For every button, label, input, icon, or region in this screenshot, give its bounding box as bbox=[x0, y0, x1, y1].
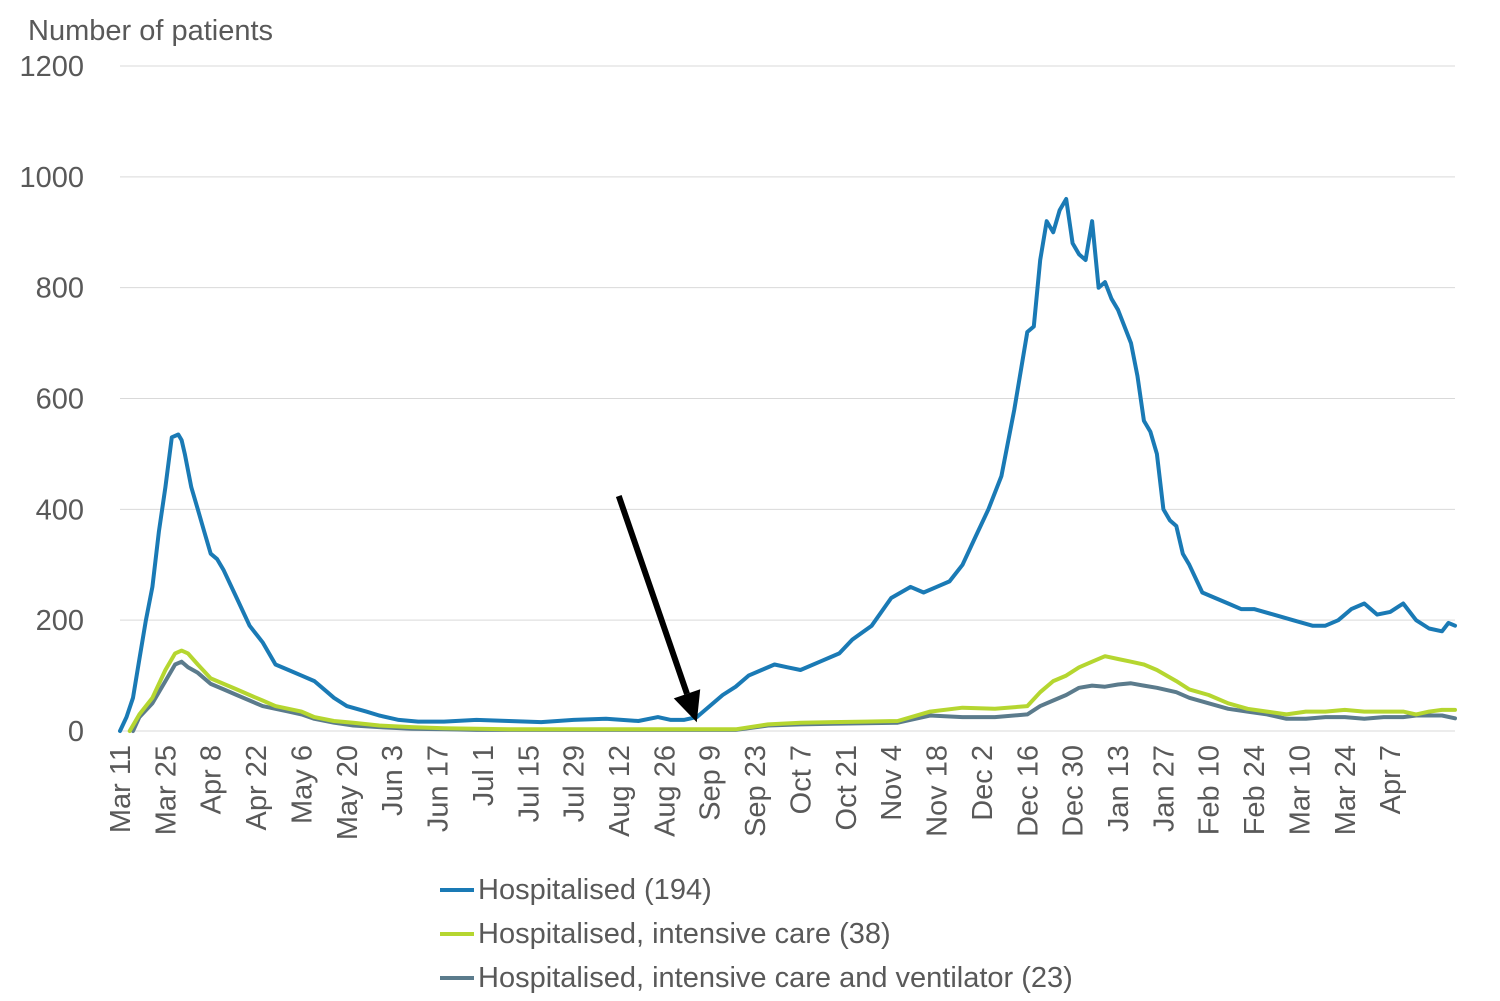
legend-swatch bbox=[440, 976, 474, 980]
arrow-head bbox=[673, 689, 701, 723]
x-tick-label: Jul 15 bbox=[513, 745, 545, 822]
x-tick-label: Jan 27 bbox=[1148, 745, 1180, 832]
legend-label: Hospitalised, intensive care and ventila… bbox=[478, 961, 1073, 994]
x-tick-label: Oct 7 bbox=[785, 745, 817, 814]
x-tick-label: Apr 7 bbox=[1375, 745, 1407, 814]
y-tick-label: 200 bbox=[36, 605, 84, 637]
x-tick-label: Dec 2 bbox=[967, 745, 999, 821]
arrow-shaft bbox=[615, 495, 690, 695]
x-tick-label: Nov 18 bbox=[922, 745, 954, 837]
x-tick-label: Dec 30 bbox=[1058, 745, 1090, 837]
x-tick-label: Oct 21 bbox=[831, 745, 863, 830]
series-line bbox=[118, 197, 1457, 733]
x-tick-label: Jul 29 bbox=[559, 745, 591, 822]
x-axis-ticks: Mar 11 Mar 25 Apr 8 Apr 22 May 6 May 20 Jun 3 J… bbox=[105, 745, 1407, 840]
y-tick-label: 1000 bbox=[19, 162, 84, 194]
y-tick-label: 400 bbox=[36, 494, 84, 526]
x-tick-label: Feb 24 bbox=[1239, 745, 1271, 835]
legend-label: Hospitalised (194) bbox=[478, 873, 712, 906]
legend-swatch bbox=[440, 888, 474, 892]
y-axis-label: Number of patients bbox=[28, 15, 273, 47]
x-tick-label: Jan 13 bbox=[1103, 745, 1135, 832]
legend-label: Hospitalised, intensive care (38) bbox=[478, 917, 891, 950]
legend-item-ventilator: Hospitalised, intensive care and ventila… bbox=[440, 956, 1073, 1000]
legend: Hospitalised (194) Hospitalised, intensi… bbox=[440, 868, 1073, 1000]
legend-item-intensive-care: Hospitalised, intensive care (38) bbox=[440, 912, 1073, 956]
legend-swatch bbox=[440, 932, 474, 936]
series-lines bbox=[118, 197, 1457, 733]
x-tick-label: Mar 11 bbox=[105, 745, 137, 833]
x-tick-label: Feb 10 bbox=[1194, 745, 1226, 835]
x-tick-label: Apr 8 bbox=[196, 745, 228, 814]
x-tick-label: Apr 22 bbox=[241, 745, 273, 830]
x-tick-label: Jun 3 bbox=[377, 745, 409, 816]
y-tick-label: 1200 bbox=[19, 51, 84, 83]
x-tick-label: Jun 17 bbox=[423, 745, 455, 832]
x-tick-label: Mar 24 bbox=[1330, 745, 1362, 835]
x-tick-label: Aug 26 bbox=[649, 745, 681, 837]
x-tick-label: Dec 16 bbox=[1012, 745, 1044, 837]
x-tick-label: Aug 12 bbox=[604, 745, 636, 837]
legend-item-hospitalised: Hospitalised (194) bbox=[440, 868, 1073, 912]
gridlines bbox=[120, 65, 1455, 732]
x-tick-label: May 6 bbox=[286, 745, 318, 824]
y-tick-label: 600 bbox=[36, 384, 84, 416]
x-tick-label: Nov 4 bbox=[876, 745, 908, 821]
series-line bbox=[127, 648, 1457, 733]
x-tick-label: Sep 23 bbox=[740, 745, 772, 837]
x-tick-label: Jul 1 bbox=[468, 745, 500, 806]
y-tick-label: 800 bbox=[36, 273, 84, 305]
x-tick-label: Mar 25 bbox=[150, 745, 182, 835]
y-tick-label: 0 bbox=[68, 716, 84, 748]
arrow-annotation bbox=[615, 495, 701, 723]
x-tick-label: Mar 10 bbox=[1284, 745, 1316, 835]
y-axis-ticks: 0 200 400 600 800 1000 1200 bbox=[19, 51, 84, 748]
x-tick-label: May 20 bbox=[332, 745, 364, 840]
x-tick-label: Sep 9 bbox=[695, 745, 727, 821]
